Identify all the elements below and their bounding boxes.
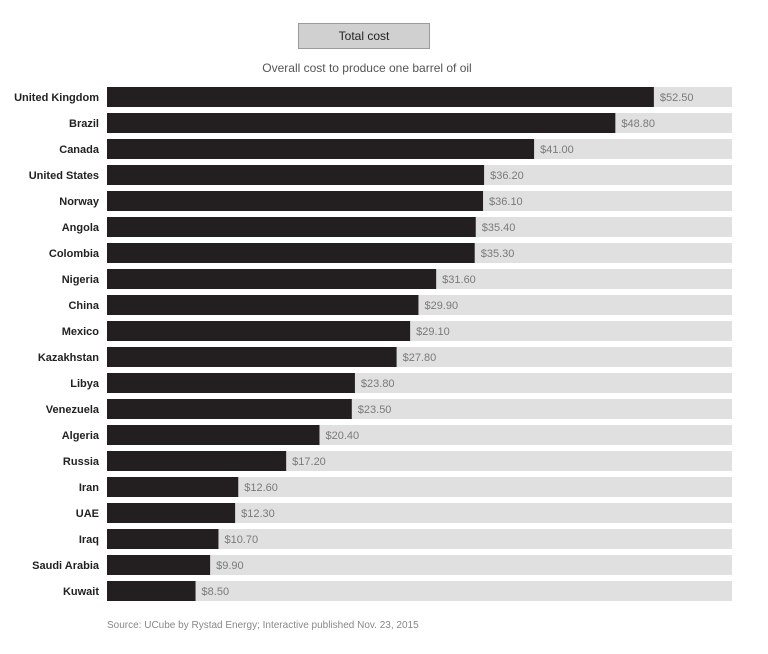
value-label: $31.60 <box>442 274 476 286</box>
bar <box>107 191 484 211</box>
bar <box>107 243 475 263</box>
bar <box>107 477 239 497</box>
value-label: $10.70 <box>224 534 258 546</box>
value-label: $35.30 <box>481 248 515 260</box>
value-label: $9.90 <box>216 560 244 572</box>
bar <box>107 503 236 523</box>
value-label: $36.20 <box>490 170 524 182</box>
bar <box>107 139 535 159</box>
value-label: $35.40 <box>482 222 516 234</box>
bar <box>107 87 654 107</box>
category-label: Iraq <box>79 534 99 546</box>
category-label: Algeria <box>62 430 100 442</box>
source-note: Source: UCube by Rystad Energy; Interact… <box>107 620 419 631</box>
category-label: Canada <box>59 144 100 156</box>
value-label: $20.40 <box>326 430 360 442</box>
value-label: $12.60 <box>244 482 278 494</box>
category-label: United Kingdom <box>14 92 99 104</box>
category-label: China <box>68 300 99 312</box>
category-label: Libya <box>70 378 100 390</box>
value-label: $23.80 <box>361 378 395 390</box>
category-label: Brazil <box>69 118 99 130</box>
category-label: Russia <box>63 456 100 468</box>
bar-track <box>107 477 732 497</box>
bar <box>107 347 397 367</box>
category-label: Venezuela <box>46 404 100 416</box>
bar-track <box>107 503 732 523</box>
value-label: $29.90 <box>424 300 458 312</box>
category-label: Kuwait <box>63 586 99 598</box>
bar <box>107 295 419 315</box>
value-label: $48.80 <box>621 118 655 130</box>
category-label: UAE <box>76 508 99 520</box>
bar-track <box>107 529 732 549</box>
bar <box>107 113 616 133</box>
value-label: $27.80 <box>403 352 437 364</box>
bar <box>107 581 196 601</box>
category-label: Iran <box>79 482 99 494</box>
category-label: Saudi Arabia <box>32 560 100 572</box>
chart-subtitle: Overall cost to produce one barrel of oi… <box>262 61 472 75</box>
bar <box>107 165 485 185</box>
value-label: $29.10 <box>416 326 450 338</box>
bar <box>107 373 355 393</box>
bar-track <box>107 581 732 601</box>
value-label: $17.20 <box>292 456 326 468</box>
value-label: $23.50 <box>358 404 392 416</box>
value-label: $41.00 <box>540 144 574 156</box>
category-label: United States <box>29 170 99 182</box>
bar <box>107 529 219 549</box>
bar <box>107 425 320 445</box>
bar-track <box>107 555 732 575</box>
bar <box>107 555 211 575</box>
value-label: $52.50 <box>660 92 694 104</box>
value-label: $8.50 <box>202 586 230 598</box>
bar <box>107 451 287 471</box>
bar <box>107 269 437 289</box>
category-label: Colombia <box>49 248 100 260</box>
category-label: Norway <box>59 196 100 208</box>
category-label: Kazakhstan <box>38 352 99 364</box>
bar <box>107 399 352 419</box>
value-label: $12.30 <box>241 508 275 520</box>
category-label: Mexico <box>62 326 100 338</box>
value-label: $36.10 <box>489 196 523 208</box>
category-label: Angola <box>62 222 100 234</box>
bar <box>107 217 476 237</box>
bar <box>107 321 411 341</box>
total-cost-button[interactable]: Total cost <box>298 23 430 49</box>
category-label: Nigeria <box>62 274 100 286</box>
